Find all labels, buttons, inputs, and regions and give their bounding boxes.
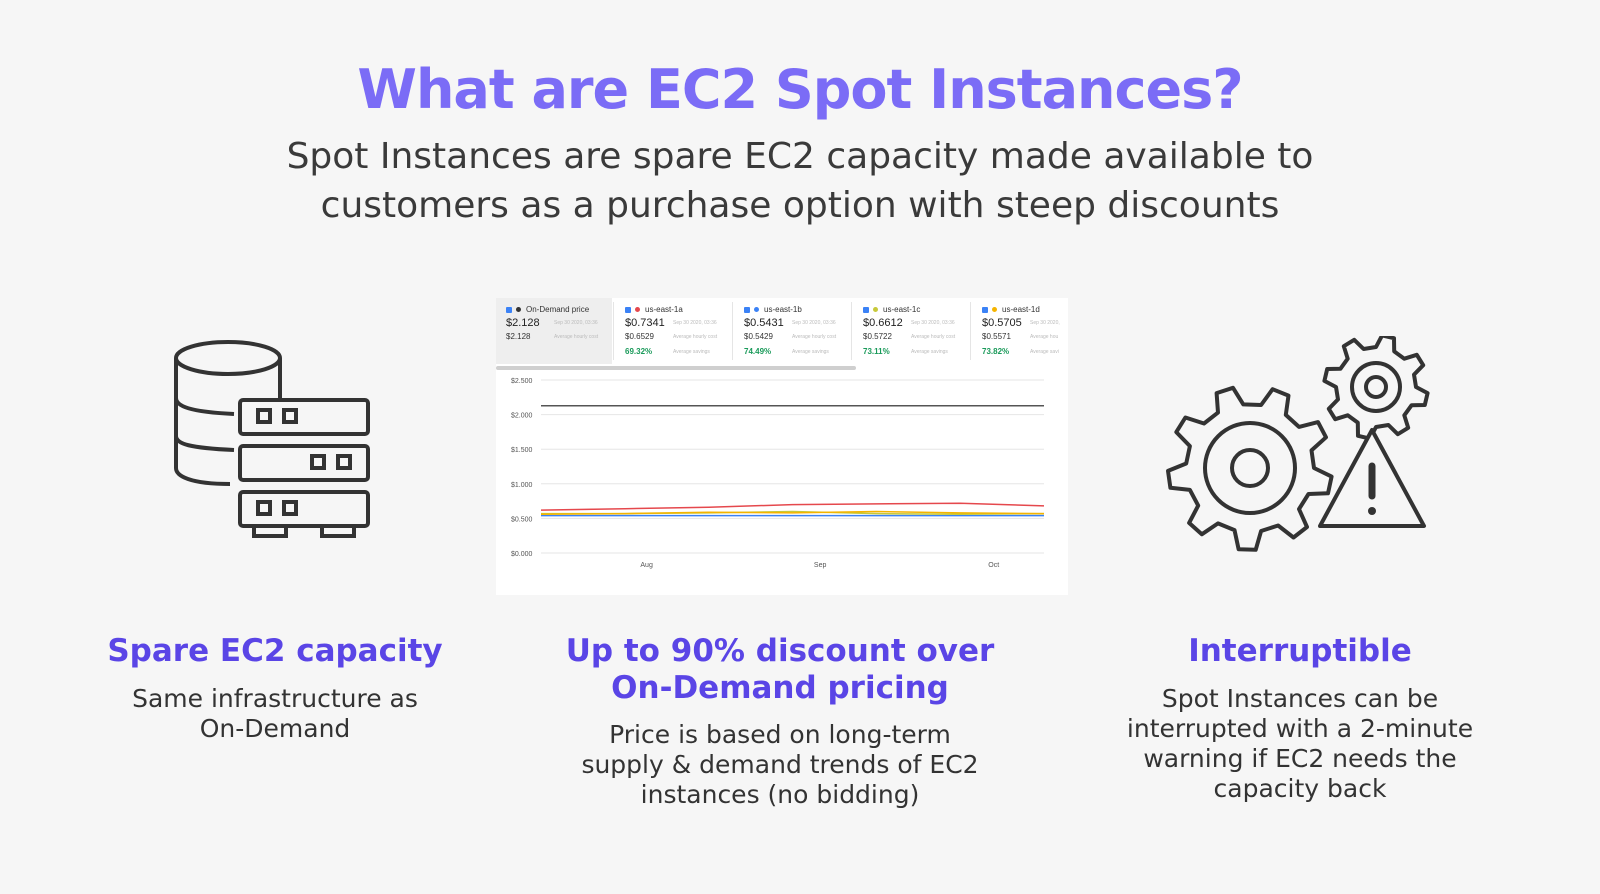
- series-label: us-east-1d: [1002, 305, 1040, 314]
- price-tabs: On-Demand price $2.128 Sep 30 2020, 03:36 $…: [496, 298, 1068, 372]
- discount-heading: Up to 90% discount over On-Demand pricin…: [560, 633, 1000, 707]
- page-title: What are EC2 Spot Instances?: [357, 58, 1243, 121]
- price-tab-price: $0.5705: [982, 317, 1022, 329]
- price-tab[interactable]: us-east-1d $0.5705 Sep 30 2020, $0.5571 Aver…: [972, 298, 1088, 364]
- price-tab-avg: $0.5722: [863, 332, 892, 341]
- price-tab-timestamp: Sep 30 2020,: [1030, 320, 1060, 326]
- spare-capacity-heading: Spare EC2 capacity: [107, 633, 443, 669]
- interruptible-heading: Interruptible: [1188, 633, 1412, 669]
- price-tab-savings: 74.49%: [744, 347, 772, 356]
- tab-divider: [851, 302, 852, 360]
- price-tab-timestamp: Sep 30 2020, 03:36: [554, 320, 598, 326]
- price-tab-savings-label: Average savings: [792, 349, 829, 355]
- x-tick-label: Sep: [814, 562, 827, 569]
- spot-price-history-chart: On-Demand price $2.128 Sep 30 2020, 03:36 $…: [496, 298, 1068, 595]
- description-line: interrupted with a 2-minute: [1126, 714, 1474, 743]
- spare-capacity-description: Same infrastructure as On-Demand: [90, 684, 460, 744]
- y-tick-label: $1.000: [511, 482, 533, 489]
- price-tab-timestamp: Sep 30 2020, 03:36: [673, 320, 717, 326]
- price-tab-avg-label: Average hourly cost: [554, 334, 599, 340]
- price-tab-header: On-Demand price: [506, 305, 589, 314]
- page-subtitle: Spot Instances are spare EC2 capacity ma…: [250, 132, 1350, 230]
- price-tab[interactable]: us-east-1c $0.6612 Sep 30 2020, 03:36 $0.57…: [853, 298, 969, 364]
- series-dot-icon: [754, 307, 759, 313]
- checkbox-icon[interactable]: [625, 306, 631, 313]
- series-dot-icon: [873, 307, 878, 313]
- series-label: us-east-1a: [645, 305, 683, 314]
- price-tab-avg-label: Average hourly cost: [673, 334, 718, 340]
- price-tab-savings-label: Average savi: [1030, 349, 1059, 355]
- price-tab[interactable]: us-east-1a $0.7341 Sep 30 2020, 03:36 $0.65…: [615, 298, 731, 364]
- price-tab-savings: 73.82%: [982, 347, 1010, 356]
- description-line: capacity back: [1213, 774, 1387, 803]
- y-tick-label: $0.000: [511, 551, 533, 558]
- price-tab-savings: 73.11%: [863, 347, 890, 356]
- description-line: Spot Instances can be: [1161, 684, 1439, 713]
- price-tab-avg-label: Average hourly cost: [911, 334, 956, 340]
- tabs-scrollbar[interactable]: [496, 366, 856, 370]
- database-server-icon: [174, 340, 370, 538]
- price-tab-avg: $0.5429: [744, 332, 773, 341]
- interruptible-description: Spot Instances can be interrupted with a…: [1110, 684, 1490, 804]
- series-label: us-east-1c: [883, 305, 921, 314]
- price-tab-avg-label: Average hou: [1030, 334, 1059, 340]
- y-tick-label: $2.500: [511, 378, 533, 385]
- series-dot-icon: [516, 307, 521, 313]
- price-tab-savings-label: Average savings: [673, 349, 710, 355]
- description-line: instances (no bidding): [640, 780, 920, 809]
- price-tab-avg-label: Average hourly cost: [792, 334, 837, 340]
- gears-warning-icon: [1166, 336, 1430, 552]
- series-label: On-Demand price: [526, 305, 590, 314]
- price-tab[interactable]: us-east-1b $0.5431 Sep 30 2020, 03:36 $0.54…: [734, 298, 850, 364]
- tab-divider: [970, 302, 971, 360]
- subtitle-line: customers as a purchase option with stee…: [320, 185, 1280, 226]
- price-tab-avg: $2.128: [506, 332, 531, 341]
- price-tab-header: us-east-1c: [863, 305, 920, 314]
- checkbox-icon[interactable]: [506, 306, 512, 313]
- x-tick-label: Aug: [640, 562, 653, 569]
- series-dot-icon: [635, 307, 640, 313]
- description-line: warning if EC2 needs the: [1143, 744, 1457, 773]
- y-tick-label: $1.500: [511, 447, 533, 454]
- price-tab-price: $0.6612: [863, 317, 903, 329]
- price-tab-price: $0.5431: [744, 317, 784, 329]
- y-tick-label: $2.000: [511, 413, 533, 420]
- checkbox-icon[interactable]: [863, 306, 869, 313]
- discount-description: Price is based on long-term supply & dem…: [560, 720, 1000, 810]
- price-tab-price: $0.7341: [625, 317, 665, 329]
- price-tab-timestamp: Sep 30 2020, 03:36: [792, 320, 836, 326]
- checkbox-icon[interactable]: [982, 306, 988, 313]
- price-tab-avg: $0.6529: [625, 332, 654, 341]
- y-tick-label: $0.500: [511, 516, 533, 523]
- series-line: [540, 510, 1045, 515]
- price-tab-header: us-east-1d: [982, 305, 1040, 314]
- description-line: Same infrastructure as: [132, 684, 418, 713]
- price-tab-header: us-east-1b: [744, 305, 802, 314]
- description-line: Price is based on long-term: [609, 720, 951, 749]
- price-tab-savings-label: Average savings: [911, 349, 948, 355]
- tab-divider: [732, 302, 733, 360]
- price-tab-price: $2.128: [506, 317, 540, 329]
- price-tab-header: us-east-1a: [625, 305, 683, 314]
- price-tab-timestamp: Sep 30 2020, 03:36: [911, 320, 955, 326]
- heading-line: On-Demand pricing: [611, 670, 949, 706]
- price-tab-savings: 69.32%: [625, 347, 653, 356]
- heading-line: Up to 90% discount over: [565, 633, 995, 669]
- description-line: On-Demand: [199, 714, 351, 743]
- series-line: [540, 502, 1045, 511]
- tab-divider: [613, 302, 614, 360]
- price-tab-avg: $0.5571: [982, 332, 1011, 341]
- price-tab[interactable]: On-Demand price $2.128 Sep 30 2020, 03:36 $…: [496, 298, 612, 364]
- checkbox-icon[interactable]: [744, 306, 750, 313]
- price-line-chart: $2.500 $2.000 $1.500 $1.000 $0.500 $0.000 Aug S…: [511, 378, 1045, 569]
- description-line: supply & demand trends of EC2: [581, 750, 979, 779]
- subtitle-line: Spot Instances are spare EC2 capacity ma…: [286, 136, 1314, 177]
- series-dot-icon: [992, 307, 997, 313]
- x-tick-label: Oct: [988, 562, 999, 569]
- series-label: us-east-1b: [764, 305, 802, 314]
